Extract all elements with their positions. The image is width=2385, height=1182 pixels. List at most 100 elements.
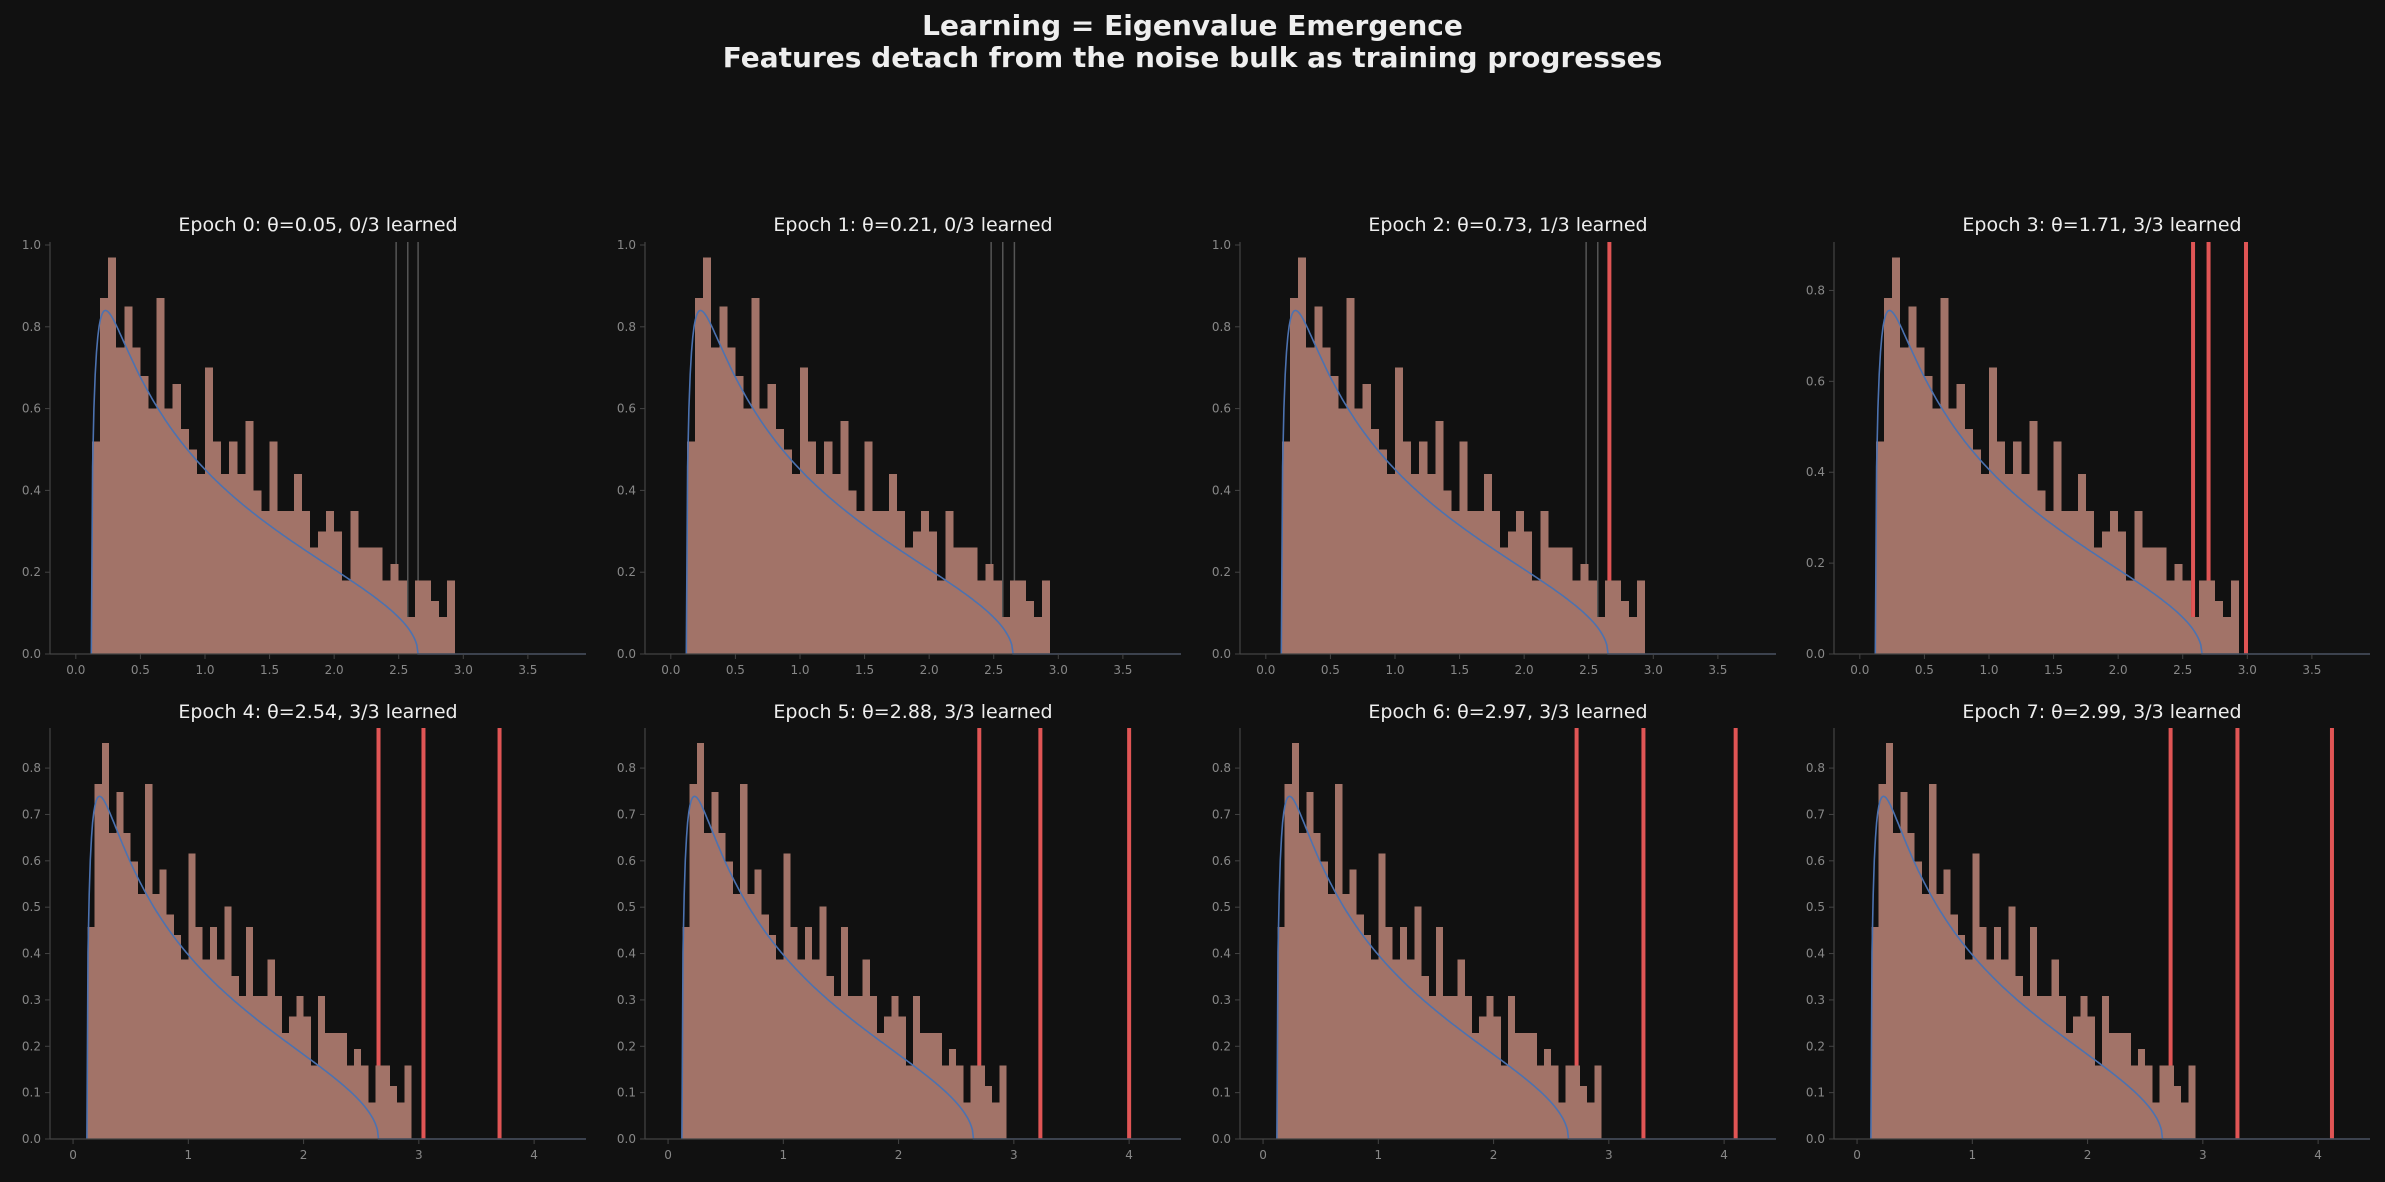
histogram-bar: [332, 1032, 340, 1139]
histogram-bar: [188, 853, 196, 1139]
histogram-bar: [775, 429, 784, 654]
histogram-bar: [2215, 600, 2224, 654]
histogram-bar: [237, 474, 246, 654]
panel-title: Epoch 6: θ=2.97, 3/3 learned: [1368, 701, 1647, 723]
histogram-bar: [790, 926, 798, 1139]
histogram-bar: [195, 926, 203, 1139]
histogram-bar: [1921, 894, 1930, 1139]
histogram-bar: [725, 861, 733, 1139]
y-tick-label: 0.8: [1212, 320, 1231, 334]
y-tick-label: 0.4: [617, 483, 636, 497]
y-tick-label: 0.7: [22, 807, 41, 821]
histogram-bar: [261, 510, 270, 654]
histogram-bar: [159, 869, 167, 1139]
histogram-bar: [2069, 510, 2078, 654]
histogram-bar: [732, 894, 741, 1139]
histogram-bar: [217, 959, 225, 1139]
histogram-bar: [2152, 1102, 2160, 1139]
histogram-bar: [202, 959, 210, 1139]
histogram-bar: [1536, 1065, 1545, 1139]
histogram-bar: [761, 914, 769, 1139]
histogram-bar: [1500, 1065, 1508, 1139]
histogram-bar: [1034, 617, 1043, 654]
histogram-bar: [862, 959, 870, 1139]
y-tick-label: 0.1: [1806, 1086, 1825, 1100]
histogram-bar: [1491, 510, 1500, 654]
histogram-bar: [137, 894, 146, 1139]
histogram-bar: [1515, 1032, 1523, 1139]
panel-title: Epoch 5: θ=2.88, 3/3 learned: [773, 701, 1052, 723]
histogram-bar: [285, 510, 294, 654]
x-tick-label: 1.0: [1979, 663, 1998, 677]
histogram-bar: [961, 547, 970, 654]
histogram-bar: [229, 441, 238, 654]
histogram-bar: [1900, 347, 1909, 654]
histogram-bar: [1997, 441, 2006, 654]
x-tick-label: 1: [1969, 1148, 1977, 1162]
histogram-bar: [274, 996, 282, 1139]
histogram-bar: [439, 617, 448, 654]
histogram-bar: [905, 1065, 913, 1139]
histogram-bar: [1965, 959, 1973, 1139]
histogram-bar: [123, 833, 131, 1139]
histogram-bar: [196, 474, 205, 654]
x-tick-label: 0: [1853, 1148, 1861, 1162]
histogram-bar: [703, 257, 712, 654]
histogram-bar: [1908, 306, 1917, 654]
histogram-bar: [1378, 449, 1387, 654]
y-tick-label: 0.3: [22, 993, 41, 1007]
x-tick-label: 3.0: [2238, 663, 2257, 677]
histogram-bar: [1392, 959, 1400, 1139]
x-tick-label: 0.5: [726, 663, 745, 677]
histogram-bar: [2188, 1065, 2196, 1139]
histogram-bar: [898, 1016, 906, 1139]
histogram-bar: [1878, 784, 1886, 1139]
y-tick-label: 0.0: [22, 1132, 41, 1146]
histogram-bar: [833, 996, 841, 1139]
histogram-bar: [2022, 996, 2030, 1139]
histogram-bar: [1588, 580, 1597, 654]
y-tick-label: 0.5: [617, 900, 636, 914]
histogram-bar: [2051, 959, 2059, 1139]
histogram-bar: [2073, 1016, 2081, 1139]
histogram-bar: [130, 861, 138, 1139]
histogram-bar: [1885, 743, 1894, 1139]
histogram-bar: [1407, 959, 1415, 1139]
histogram-bar: [1320, 861, 1328, 1139]
histogram-bar: [711, 347, 720, 654]
x-tick-label: 4: [2314, 1148, 2322, 1162]
histogram-bar: [797, 959, 805, 1139]
histogram-bar: [1580, 1085, 1588, 1139]
histogram-bar: [2061, 510, 2070, 654]
histogram-bar: [116, 792, 124, 1139]
histogram-bar: [937, 580, 946, 654]
y-tick-label: 0.0: [1212, 647, 1231, 661]
x-tick-label: 2.5: [984, 663, 1003, 677]
y-tick-label: 0.7: [1806, 807, 1825, 821]
histogram-bar: [382, 580, 391, 654]
histogram-bar: [1467, 510, 1476, 654]
x-tick-label: 2.0: [1515, 663, 1534, 677]
y-tick-label: 0.6: [22, 402, 41, 416]
histogram-bar: [743, 408, 752, 654]
histogram-bar: [1471, 1032, 1480, 1139]
y-tick-label: 0.6: [617, 402, 636, 416]
histogram-bar: [992, 1102, 1000, 1139]
eigenvalue-spikes: [376, 728, 502, 1139]
histogram-bar: [704, 833, 712, 1139]
histogram-bar: [848, 490, 857, 654]
histogram-bar: [1964, 429, 1973, 654]
histogram-bar: [1479, 1016, 1487, 1139]
histogram-bar: [390, 564, 399, 654]
histogram-bar: [2029, 420, 2038, 654]
histogram-bar: [346, 1065, 355, 1139]
x-tick-label: 3.5: [2302, 663, 2321, 677]
y-tick-label: 0.4: [1212, 947, 1231, 961]
panel-title: Epoch 2: θ=0.73, 1/3 learned: [1368, 214, 1647, 236]
histogram-bar: [2065, 1032, 2074, 1139]
histogram-bar: [1042, 580, 1051, 654]
histogram-bar: [1349, 869, 1357, 1139]
histogram-bar: [1290, 298, 1299, 654]
y-tick-label: 0.8: [22, 761, 41, 775]
histogram-bar: [2130, 1065, 2139, 1139]
